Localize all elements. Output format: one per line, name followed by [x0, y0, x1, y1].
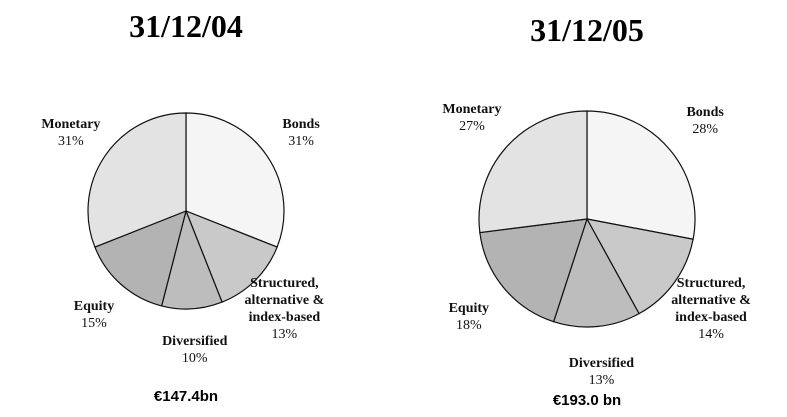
pie-slice — [87, 112, 187, 248]
pie-slice — [185, 112, 285, 248]
slice-value: 10% — [181, 350, 208, 366]
pie-slice — [552, 217, 640, 328]
pie-slice — [184, 209, 278, 303]
slice-label: Structured, alternative & index-based 13% — [229, 275, 339, 343]
pie-slice — [586, 110, 696, 240]
slice-label: Bonds 31% — [246, 116, 356, 150]
chart-title: 31/12/04 — [129, 8, 243, 44]
slice-value: 15% — [81, 316, 107, 332]
chart-caption: €147.4bn — [153, 388, 219, 405]
slice-label: Diversified 13% — [546, 355, 656, 389]
slice-name: Bonds — [282, 116, 320, 132]
pie-slice — [478, 110, 588, 234]
slice-label: Bonds 28% — [650, 104, 760, 138]
slice-name: Bonds — [686, 105, 724, 121]
slice-value: 28% — [692, 122, 718, 138]
slice-value: 14% — [698, 327, 724, 343]
slice-value: 31% — [288, 133, 314, 149]
slice-label: Monetary 31% — [16, 116, 126, 150]
slice-label: Monetary 27% — [417, 101, 527, 135]
pie-slice — [585, 218, 694, 315]
slice-name: Monetary — [442, 101, 502, 117]
slice-label: Structured, alternative & index-based 14% — [656, 275, 766, 343]
slice-value: 18% — [455, 317, 482, 333]
slice-value: 27% — [459, 118, 485, 134]
slice-value: 13% — [271, 327, 298, 343]
slice-name: Structured, alternative & index-based — [244, 276, 325, 326]
slice-value: 31% — [58, 133, 84, 149]
slice-value: 13% — [588, 372, 615, 388]
pie-slice — [94, 210, 187, 307]
slice-name: Diversified — [162, 333, 228, 349]
pie-slice — [479, 218, 588, 323]
slice-name: Monetary — [41, 116, 101, 132]
slice-label: Diversified 10% — [140, 333, 250, 367]
slice-name: Equity — [448, 300, 490, 316]
slice-label: Equity 15% — [39, 298, 149, 332]
chart-caption: €193.0 bn — [552, 392, 622, 409]
slice-name: Equity — [73, 299, 115, 315]
chart-title: 31/12/05 — [530, 12, 644, 48]
slice-label: Equity 18% — [414, 300, 524, 334]
slice-name: Structured, alternative & index-based — [671, 276, 751, 326]
slice-name: Diversified — [568, 355, 635, 371]
